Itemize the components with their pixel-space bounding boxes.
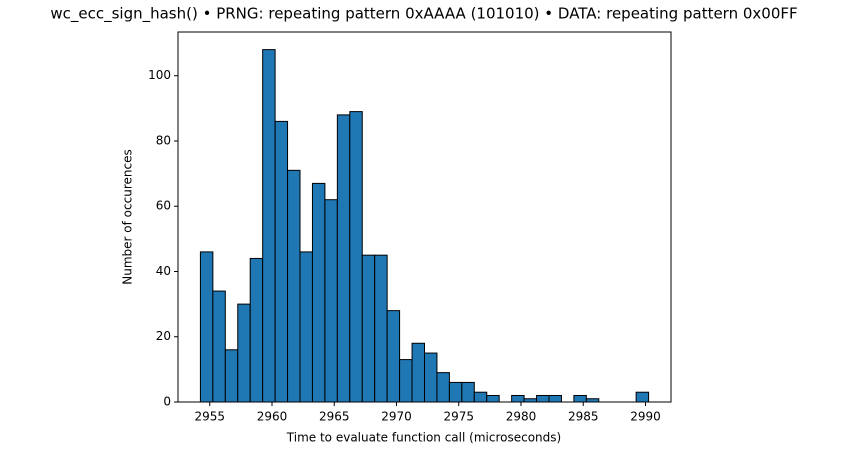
bar	[237, 303, 251, 403]
bar	[299, 251, 313, 403]
x-axis-label: Time to evaluate function call (microsec…	[286, 431, 561, 445]
bar	[573, 394, 587, 403]
bar	[386, 310, 401, 403]
bar	[436, 372, 450, 403]
bar	[262, 49, 276, 403]
x-tick-label: 2985	[568, 410, 599, 424]
bar	[461, 381, 475, 403]
y-tick-label: 0	[163, 395, 171, 409]
x-tick-label: 2975	[443, 410, 474, 424]
y-tick-label: 60	[156, 199, 171, 213]
bar	[349, 111, 363, 403]
x-tick-label: 2965	[319, 410, 350, 424]
bar	[324, 199, 338, 403]
bar	[399, 359, 413, 403]
bar	[511, 394, 525, 403]
bar	[448, 381, 463, 403]
bar	[361, 254, 376, 403]
bar	[224, 349, 239, 403]
bar	[287, 169, 301, 403]
y-tick-label: 80	[156, 133, 171, 147]
x-tick-label: 2960	[257, 410, 288, 424]
bar	[473, 391, 488, 403]
bar	[274, 120, 289, 403]
bar	[411, 342, 426, 403]
x-tick-label: 2955	[194, 410, 225, 424]
bar	[374, 254, 388, 403]
plot-frame	[177, 31, 672, 403]
y-tick-label: 20	[156, 329, 171, 343]
y-axis-label: Number of occurences	[121, 149, 135, 284]
bar	[486, 394, 500, 403]
bar	[199, 251, 214, 403]
bar	[635, 391, 650, 403]
bar	[212, 290, 226, 403]
x-tick-label: 2970	[381, 410, 412, 424]
bar	[336, 114, 351, 403]
bar	[311, 182, 326, 403]
chart-title: wc_ecc_sign_hash() • PRNG: repeating pat…	[50, 5, 797, 24]
x-tick-label: 2990	[630, 410, 661, 424]
y-tick-label: 40	[156, 264, 171, 278]
bar	[536, 394, 550, 403]
bar	[424, 352, 438, 403]
y-tick-label: 100	[148, 68, 171, 82]
x-tick-label: 2980	[506, 410, 537, 424]
bar	[548, 394, 562, 403]
bar	[249, 257, 264, 403]
